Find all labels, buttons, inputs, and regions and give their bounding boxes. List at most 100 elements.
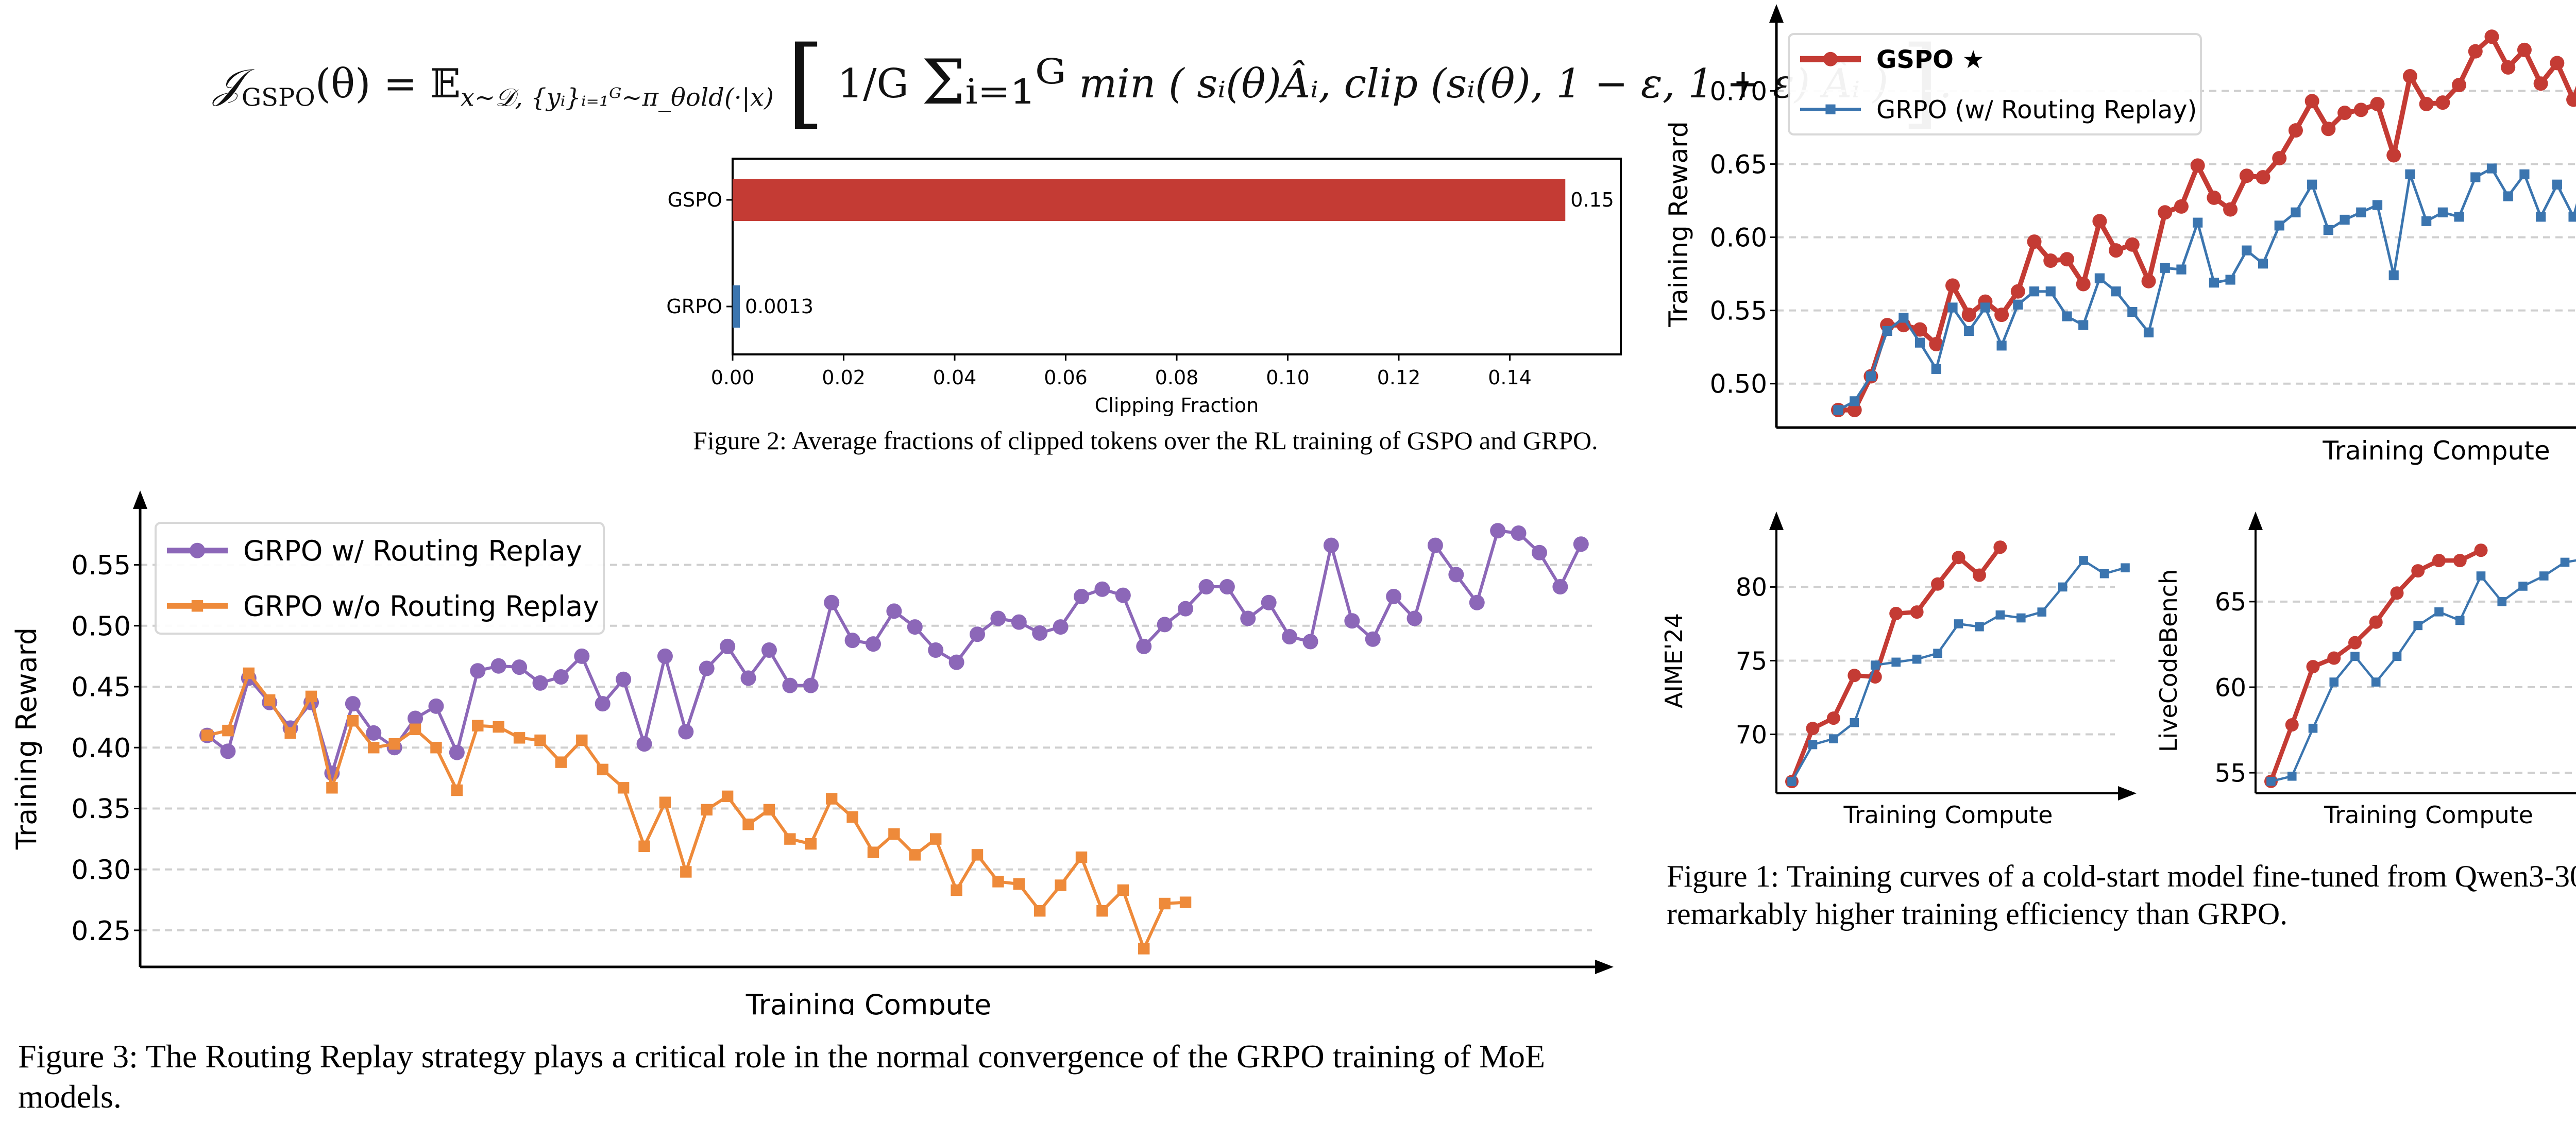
- data-point-gspo: [2419, 96, 2434, 111]
- data-point-gspo: [2327, 651, 2341, 665]
- data-point-grpo-w-routing-replay: [970, 626, 986, 642]
- data-point-grpo-w-routing-replay: [449, 744, 465, 760]
- data-point-grpo-w-o-routing-replay: [951, 884, 962, 896]
- data-point-grpo-w-routing-replay: [2143, 327, 2154, 337]
- data-point-grpo-w-routing-replay: [2266, 776, 2276, 786]
- data-point-grpo-w-routing-replay: [2421, 216, 2432, 226]
- data-point-gspo: [1806, 722, 1820, 736]
- data-point-grpo-w-o-routing-replay: [1075, 851, 1088, 863]
- data-point-grpo-w-routing-replay: [1469, 594, 1485, 610]
- data-point-gspo: [1847, 402, 1862, 417]
- data-point-grpo-w-routing-replay: [2476, 571, 2486, 581]
- data-point-grpo-w-o-routing-replay: [347, 715, 359, 727]
- data-point-grpo-w-routing-replay: [2470, 172, 2481, 182]
- data-point-grpo-w-routing-replay: [1365, 631, 1381, 647]
- data-point-grpo-w-routing-replay: [990, 610, 1006, 626]
- data-point-grpo-w-routing-replay: [1833, 405, 1843, 415]
- data-point-grpo-w-o-routing-replay: [368, 742, 380, 754]
- data-point-grpo-w-routing-replay: [2568, 212, 2576, 222]
- data-point-gspo: [1952, 551, 1965, 565]
- data-point-grpo-w-routing-replay: [1850, 718, 1859, 727]
- data-point-grpo-w-routing-replay: [470, 663, 486, 679]
- data-point-grpo-w-routing-replay: [1808, 740, 1818, 750]
- data-point-grpo-w-routing-replay: [1829, 734, 1838, 743]
- y-tick-label: 0.25: [71, 916, 131, 947]
- data-point-grpo-w-routing-replay: [490, 658, 506, 674]
- data-point-grpo-w-routing-replay: [2225, 275, 2235, 285]
- data-point-grpo-w-routing-replay: [2371, 677, 2381, 687]
- data-point-grpo-w-o-routing-replay: [409, 723, 421, 735]
- data-point-grpo-w-routing-replay: [512, 659, 528, 675]
- data-point-gspo: [2550, 56, 2565, 71]
- data-point-grpo-w-routing-replay: [553, 669, 569, 685]
- y-axis-label: Training Reward: [10, 627, 43, 850]
- data-point-gspo: [2285, 718, 2299, 732]
- data-point-grpo-w-routing-replay: [1032, 625, 1048, 641]
- data-point-gspo: [1889, 606, 1903, 620]
- data-point-grpo-w-routing-replay: [2291, 207, 2301, 217]
- data-point-grpo-w-routing-replay: [1344, 613, 1360, 629]
- y-tick-label: 60: [2215, 673, 2246, 702]
- data-point-grpo-w-o-routing-replay: [513, 732, 526, 744]
- data-point-grpo-w-o-routing-replay: [763, 804, 775, 816]
- bar-gspo: [733, 179, 1566, 221]
- data-point-grpo-w-routing-replay: [886, 603, 902, 619]
- data-point-grpo-w-o-routing-replay: [534, 734, 546, 746]
- data-point-grpo-w-routing-replay: [1219, 579, 1235, 595]
- data-point-grpo-w-o-routing-replay: [701, 804, 713, 816]
- data-point-grpo-w-routing-replay: [2176, 264, 2187, 275]
- data-point-grpo-w-routing-replay: [1302, 634, 1318, 650]
- legend-box: [1788, 33, 2202, 135]
- data-point-grpo-w-o-routing-replay: [638, 840, 650, 853]
- data-point-grpo-w-routing-replay: [1573, 536, 1589, 552]
- data-point-grpo-w-routing-replay: [2392, 652, 2402, 661]
- y-tick-label-gspo: GSPO: [668, 189, 722, 211]
- data-point-grpo-w-routing-replay: [1178, 601, 1194, 617]
- data-point-gspo: [2092, 214, 2107, 229]
- data-point-gspo: [2452, 78, 2467, 93]
- legend-marker-icon: [191, 600, 204, 612]
- x-tick-label: 0.06: [1044, 366, 1088, 389]
- data-point-grpo-w-o-routing-replay: [305, 690, 317, 703]
- data-point-grpo-w-routing-replay: [408, 710, 423, 726]
- data-point-grpo-w-routing-replay: [657, 648, 673, 664]
- data-point-grpo-w-routing-replay: [1980, 302, 1991, 313]
- data-point-grpo-w-routing-replay: [2242, 245, 2252, 256]
- data-point-gspo: [2468, 44, 2483, 59]
- data-point-grpo-w-routing-replay: [1511, 525, 1527, 541]
- data-point-gspo: [2390, 586, 2404, 600]
- y-tick-label: 75: [1736, 647, 1767, 676]
- data-point-grpo-w-routing-replay: [1157, 617, 1173, 633]
- y-tick-label: 0.35: [71, 794, 131, 825]
- data-point-grpo-w-routing-replay: [2160, 263, 2170, 273]
- figure1-training-reward-chart: 0.50 0.55 0.60 0.65 0.70 Training Compute Trai…: [1664, 4, 2576, 466]
- data-point-grpo-w-o-routing-replay: [264, 694, 276, 706]
- data-point-grpo-w-o-routing-replay: [805, 838, 817, 850]
- data-point-grpo-w-routing-replay: [1912, 654, 1922, 664]
- figure3-caption: Figure 3: The Routing Replay strategy pl…: [18, 1038, 1546, 1115]
- data-point-gspo: [2207, 190, 2222, 205]
- data-point-grpo-w-routing-replay: [948, 654, 964, 670]
- y-tick-label: 0.55: [71, 550, 131, 581]
- data-point-grpo-w-routing-replay: [1198, 579, 1214, 595]
- data-point-grpo-w-o-routing-replay: [742, 819, 754, 830]
- data-point-grpo-w-routing-replay: [2013, 299, 2023, 310]
- data-point-grpo-w-o-routing-replay: [659, 796, 671, 808]
- data-point-grpo-w-routing-replay: [1323, 537, 1339, 553]
- y-axis-label: LiveCodeBench: [2155, 569, 2182, 752]
- data-point-grpo-w-o-routing-replay: [597, 763, 608, 776]
- data-point-gspo: [2190, 158, 2205, 173]
- data-point-gspo: [2501, 60, 2516, 75]
- y-tick-label: 0.65: [1710, 149, 1767, 179]
- x-axis-arrow-icon: [1595, 960, 1614, 974]
- data-point-grpo-w-routing-replay: [1490, 523, 1506, 539]
- data-point-grpo-w-routing-replay: [2455, 616, 2465, 625]
- data-point-grpo-w-o-routing-replay: [721, 790, 734, 803]
- data-point-grpo-w-o-routing-replay: [1096, 905, 1108, 917]
- data-point-grpo-w-routing-replay: [345, 696, 361, 712]
- data-point-grpo-w-routing-replay: [782, 677, 798, 693]
- data-point-grpo-w-routing-replay: [2454, 212, 2464, 222]
- legend-marker-icon: [190, 542, 205, 558]
- data-point-grpo-w-o-routing-replay: [326, 782, 338, 794]
- x-tick-label: 0.00: [711, 366, 755, 389]
